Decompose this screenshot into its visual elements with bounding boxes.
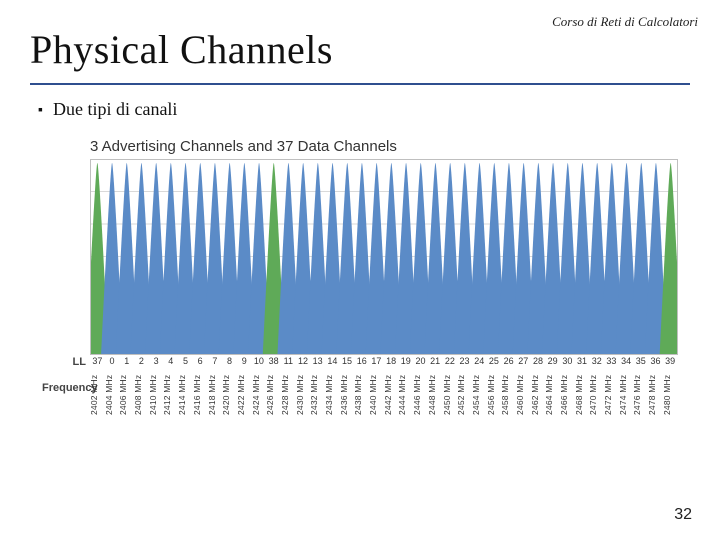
- freq-tick: 2448 MHz: [428, 371, 443, 419]
- freq-tick: 2440 MHz: [369, 371, 384, 419]
- ll-tick: 2: [134, 357, 149, 366]
- ll-tick: 26: [501, 357, 516, 366]
- freq-tick: 2420 MHz: [222, 371, 237, 419]
- freq-tick: 2430 MHz: [296, 371, 311, 419]
- ll-axis-items: 3701234567891038111213141516171819202122…: [90, 357, 678, 366]
- freq-tick: 2474 MHz: [619, 371, 634, 419]
- ll-tick: 5: [178, 357, 193, 366]
- ll-tick: 3: [149, 357, 164, 366]
- freq-tick: 2480 MHz: [663, 371, 678, 419]
- ll-tick: 35: [633, 357, 648, 366]
- freq-tick: 2478 MHz: [648, 371, 663, 419]
- ll-tick: 36: [648, 357, 663, 366]
- freq-tick: 2454 MHz: [472, 371, 487, 419]
- slide: Corso di Reti di Calcolatori Physical Ch…: [0, 0, 720, 540]
- freq-axis-items: 2402 MHz2404 MHz2406 MHz2408 MHz2410 MHz…: [90, 371, 678, 419]
- ll-tick: 6: [193, 357, 208, 366]
- freq-axis-row: Frequency 2402 MHz2404 MHz2406 MHz2408 M…: [42, 371, 678, 419]
- ll-tick: 37: [90, 357, 105, 366]
- ll-axis-label: LL: [42, 357, 90, 368]
- freq-tick: 2458 MHz: [501, 371, 516, 419]
- ll-tick: 28: [531, 357, 546, 366]
- ll-tick: 18: [384, 357, 399, 366]
- ll-tick: 25: [487, 357, 502, 366]
- ll-tick: 9: [237, 357, 252, 366]
- channels-figure: 3 Advertising Channels and 37 Data Chann…: [42, 138, 678, 419]
- ll-tick: 12: [296, 357, 311, 366]
- freq-tick: 2442 MHz: [384, 371, 399, 419]
- ll-tick: 17: [369, 357, 384, 366]
- bullet-list: Due tipi di canali: [30, 99, 690, 120]
- freq-tick: 2426 MHz: [266, 371, 281, 419]
- freq-tick: 2472 MHz: [604, 371, 619, 419]
- freq-tick: 2404 MHz: [105, 371, 120, 419]
- freq-tick: 2432 MHz: [310, 371, 325, 419]
- ll-tick: 27: [516, 357, 531, 366]
- freq-tick: 2456 MHz: [487, 371, 502, 419]
- title-rule: [30, 83, 690, 85]
- freq-tick: 2464 MHz: [545, 371, 560, 419]
- freq-tick: 2436 MHz: [340, 371, 355, 419]
- ll-tick: 22: [443, 357, 458, 366]
- freq-tick: 2402 MHz: [90, 371, 105, 419]
- freq-tick: 2412 MHz: [163, 371, 178, 419]
- chart-container: [42, 159, 678, 355]
- ll-tick: 15: [340, 357, 355, 366]
- ll-tick: 13: [310, 357, 325, 366]
- freq-tick: 2476 MHz: [633, 371, 648, 419]
- ll-tick: 14: [325, 357, 340, 366]
- freq-tick: 2434 MHz: [325, 371, 340, 419]
- freq-tick: 2438 MHz: [354, 371, 369, 419]
- freq-tick: 2428 MHz: [281, 371, 296, 419]
- ll-tick: 29: [545, 357, 560, 366]
- ll-tick: 20: [413, 357, 428, 366]
- ll-tick: 0: [105, 357, 120, 366]
- freq-tick: 2470 MHz: [589, 371, 604, 419]
- freq-tick: 2466 MHz: [560, 371, 575, 419]
- freq-tick: 2446 MHz: [413, 371, 428, 419]
- page-title: Physical Channels: [30, 26, 690, 73]
- figure-title: 3 Advertising Channels and 37 Data Chann…: [42, 138, 678, 155]
- freq-tick: 2408 MHz: [134, 371, 149, 419]
- freq-tick: 2452 MHz: [457, 371, 472, 419]
- ll-tick: 4: [163, 357, 178, 366]
- freq-tick: 2460 MHz: [516, 371, 531, 419]
- freq-tick: 2406 MHz: [119, 371, 134, 419]
- page-number: 32: [674, 506, 692, 524]
- ll-tick: 10: [252, 357, 267, 366]
- ll-tick: 24: [472, 357, 487, 366]
- ll-tick: 7: [208, 357, 223, 366]
- ll-tick: 32: [589, 357, 604, 366]
- ll-tick: 1: [119, 357, 134, 366]
- ll-tick: 8: [222, 357, 237, 366]
- ll-axis-row: LL 3701234567891038111213141516171819202…: [42, 357, 678, 368]
- freq-tick: 2444 MHz: [398, 371, 413, 419]
- ll-tick: 39: [663, 357, 678, 366]
- ll-tick: 34: [619, 357, 634, 366]
- freq-tick: 2410 MHz: [149, 371, 164, 419]
- course-label: Corso di Reti di Calcolatori: [552, 14, 698, 30]
- ll-tick: 11: [281, 357, 296, 366]
- freq-tick: 2462 MHz: [531, 371, 546, 419]
- ll-tick: 33: [604, 357, 619, 366]
- freq-axis-label: Frequency: [42, 371, 90, 394]
- freq-tick: 2468 MHz: [575, 371, 590, 419]
- ll-tick: 30: [560, 357, 575, 366]
- freq-tick: 2418 MHz: [208, 371, 223, 419]
- bullet-item: Due tipi di canali: [38, 99, 690, 120]
- spectrum-chart: [90, 159, 678, 355]
- freq-tick: 2414 MHz: [178, 371, 193, 419]
- freq-tick: 2422 MHz: [237, 371, 252, 419]
- freq-tick: 2424 MHz: [252, 371, 267, 419]
- ll-tick: 31: [575, 357, 590, 366]
- ll-tick: 19: [398, 357, 413, 366]
- ll-tick: 21: [428, 357, 443, 366]
- ll-tick: 38: [266, 357, 281, 366]
- ll-tick: 16: [354, 357, 369, 366]
- freq-tick: 2450 MHz: [443, 371, 458, 419]
- ll-tick: 23: [457, 357, 472, 366]
- freq-tick: 2416 MHz: [193, 371, 208, 419]
